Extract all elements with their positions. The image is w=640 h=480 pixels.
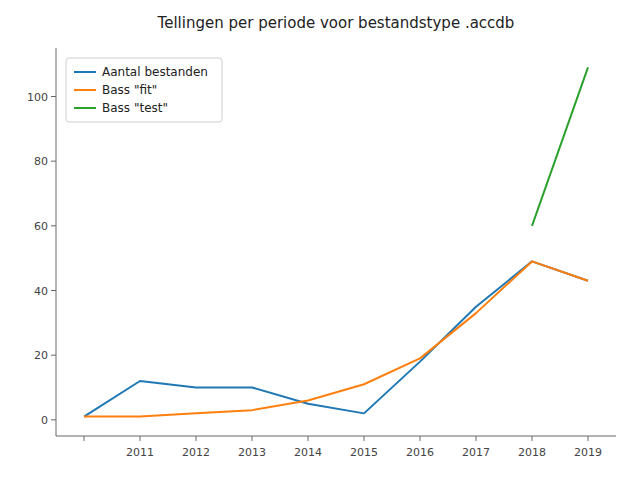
x-tick	[476, 436, 477, 441]
x-tick-label: 2013	[238, 446, 266, 459]
x-tick	[196, 436, 197, 441]
x-tick-label: 2018	[518, 446, 546, 459]
x-tick	[140, 436, 141, 441]
y-tick	[51, 290, 56, 291]
x-tick-label: 2017	[462, 446, 490, 459]
legend-swatch	[74, 107, 96, 109]
legend: Aantal bestanden Bass "fit" Bass "test"	[66, 58, 222, 122]
y-tick-label: 40	[34, 285, 48, 298]
series-line	[532, 67, 588, 225]
y-tick	[51, 355, 56, 356]
series-line	[84, 261, 588, 416]
series-line	[84, 261, 588, 416]
legend-label: Bass "test"	[102, 101, 168, 115]
title: Tellingen per periode voor bestandstype …	[157, 14, 515, 32]
x-tick-label: 2014	[294, 446, 322, 459]
axes: 0 20 40 60 80 100 2011 2012 2013 2014 2015 2016 2017…	[27, 48, 616, 459]
y-tick-label: 60	[34, 220, 48, 233]
x-tick-label: 2019	[574, 446, 602, 459]
x-tick-label: 2016	[406, 446, 434, 459]
y-tick	[51, 225, 56, 226]
y-axis-line	[56, 48, 57, 436]
legend-label: Aantal bestanden	[102, 65, 208, 79]
y-tick-label: 20	[34, 349, 48, 362]
legend-swatch	[74, 71, 96, 73]
x-tick-label: 2012	[182, 446, 210, 459]
x-tick	[84, 436, 85, 441]
y-tick-label: 0	[41, 414, 48, 427]
x-tick	[588, 436, 589, 441]
y-tick-label: 100	[27, 91, 48, 104]
y-tick	[51, 96, 56, 97]
x-tick	[420, 436, 421, 441]
legend-swatch	[74, 89, 96, 91]
x-tick	[364, 436, 365, 441]
y-tick	[51, 161, 56, 162]
y-tick	[51, 419, 56, 420]
x-tick	[252, 436, 253, 441]
chart-svg: Tellingen per periode voor bestandstype …	[0, 0, 640, 480]
x-tick-label: 2011	[126, 446, 154, 459]
x-tick	[532, 436, 533, 441]
legend-label: Bass "fit"	[102, 83, 157, 97]
x-tick-label: 2015	[350, 446, 378, 459]
chart-container: Tellingen per periode voor bestandstype …	[0, 0, 640, 480]
x-tick	[308, 436, 309, 441]
legend-box	[66, 58, 222, 122]
y-tick-label: 80	[34, 155, 48, 168]
x-axis-line	[56, 436, 616, 437]
